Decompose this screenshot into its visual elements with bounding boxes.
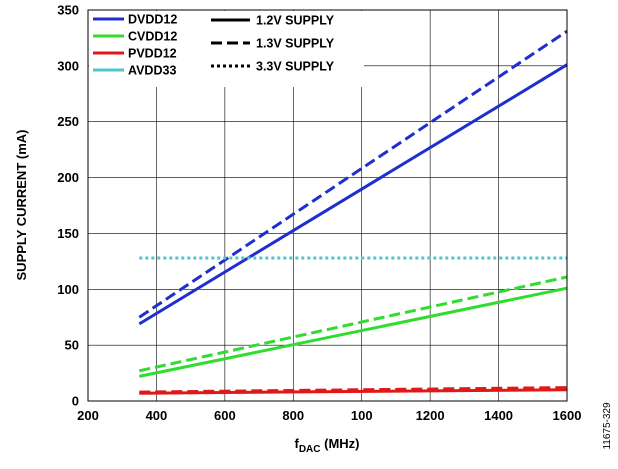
legend-label-avdd33: AVDD33 — [128, 64, 176, 78]
series-line-cvdd12-dashed — [138, 275, 568, 373]
x-axis-title: fDAC (MHz) — [294, 436, 359, 455]
x-axis-title-subscript: DAC — [299, 444, 321, 455]
series-line-cvdd12-solid — [138, 286, 568, 378]
x-tick-label: 400 — [146, 408, 168, 423]
legend-background — [89, 11, 364, 87]
series-line-dvdd12-dashed — [138, 29, 568, 319]
y-tick-label: 350 — [57, 3, 79, 18]
plot-frame — [87, 9, 568, 402]
series-layer — [138, 29, 568, 395]
y-tick-labels: 0 50 100 150 200 250 300 350 — [57, 3, 79, 409]
x-tick-label: 600 — [214, 408, 236, 423]
y-axis-title: SUPPLY CURRENT (mA) — [14, 130, 29, 281]
legend-label-cvdd12: CVDD12 — [128, 30, 177, 44]
x-tick-label: 1600 — [553, 408, 582, 423]
x-tick-labels: 200 400 600 800 100 1200 1400 1600 — [77, 408, 581, 423]
legend: DVDD12 CVDD12 PVDD12 AVDD33 1.2V SUPPLY 1.3V… — [89, 11, 364, 87]
x-tick-label: 100 — [351, 408, 373, 423]
y-tick-label: 200 — [57, 170, 79, 185]
x-tick-label: 1200 — [416, 408, 445, 423]
y-tick-label: 300 — [57, 58, 79, 73]
legend-label-pvdd12: PVDD12 — [128, 47, 177, 61]
x-tick-label: 200 — [77, 408, 99, 423]
series-line-pvdd12-dashed — [139, 386, 568, 394]
x-axis-title-main: f — [294, 436, 299, 451]
legend-rails: DVDD12 CVDD12 PVDD12 AVDD33 — [93, 13, 177, 78]
x-tick-label: 1400 — [484, 408, 513, 423]
y-tick-label: 0 — [72, 394, 79, 409]
legend-label-dotted-supply: 3.3V SUPPLY — [256, 60, 335, 74]
legend-supplies: 1.2V SUPPLY 1.3V SUPPLY 3.3V SUPPLY — [211, 14, 335, 74]
y-tick-label: 100 — [57, 282, 79, 297]
legend-label-solid-supply: 1.2V SUPPLY — [256, 14, 335, 28]
legend-label-dvdd12: DVDD12 — [128, 13, 177, 27]
y-tick-label: 250 — [57, 114, 79, 129]
figure-id: 11675-329 — [602, 402, 613, 450]
x-tick-label: 800 — [282, 408, 304, 423]
legend-label-dashed-supply: 1.3V SUPPLY — [256, 37, 335, 51]
x-axis-title-unit: (MHz) — [321, 436, 360, 451]
series-line-dvdd12-solid — [138, 63, 568, 326]
y-tick-label: 50 — [65, 338, 79, 353]
y-tick-label: 150 — [57, 226, 79, 241]
